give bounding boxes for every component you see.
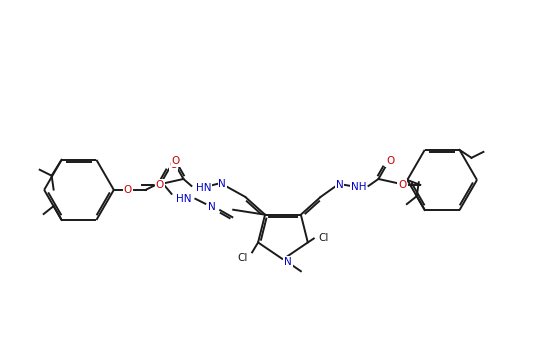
Text: O: O (170, 160, 178, 170)
Text: O: O (386, 156, 394, 166)
Text: NH: NH (351, 182, 366, 192)
Text: O: O (171, 156, 179, 166)
Text: HN: HN (176, 194, 191, 204)
Text: N: N (208, 202, 216, 212)
Text: O: O (155, 180, 164, 190)
Text: Cl: Cl (318, 233, 329, 244)
Text: Cl: Cl (237, 253, 247, 263)
Text: N: N (336, 180, 344, 190)
Text: O: O (124, 185, 132, 195)
Text: O: O (398, 180, 406, 190)
Text: N: N (284, 257, 292, 267)
Text: N: N (218, 179, 226, 189)
Text: HN: HN (196, 183, 211, 193)
